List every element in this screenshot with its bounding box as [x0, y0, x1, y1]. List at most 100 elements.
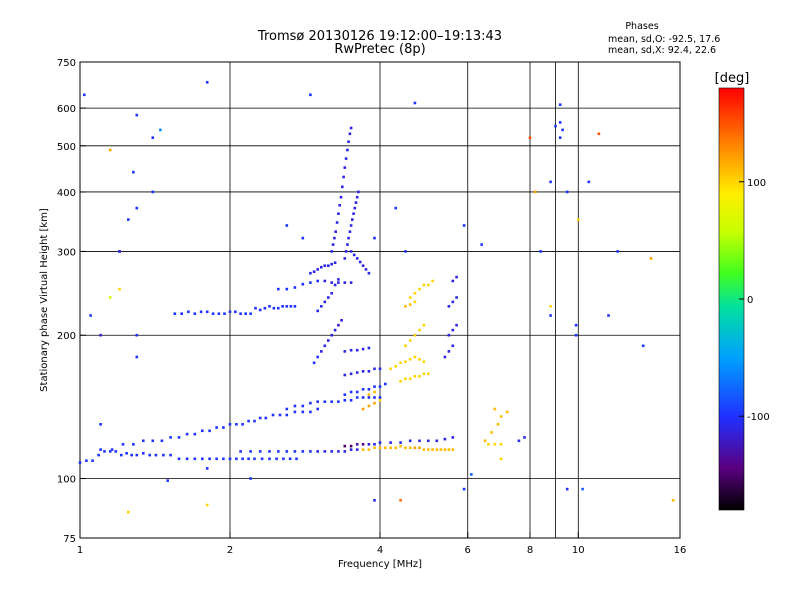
- data-point: [384, 382, 387, 386]
- data-point: [349, 399, 353, 402]
- data-point: [499, 443, 503, 446]
- x-tick-label: 6: [465, 545, 471, 556]
- x-tick-label: 8: [527, 545, 533, 556]
- data-point: [451, 344, 455, 348]
- data-point: [235, 457, 238, 461]
- y-tick-label: 200: [57, 331, 76, 342]
- data-point: [244, 312, 247, 315]
- data-point: [187, 310, 190, 314]
- data-point: [408, 446, 412, 450]
- data-point: [427, 439, 430, 443]
- data-point: [528, 136, 532, 139]
- data-point: [355, 348, 359, 352]
- data-point: [404, 250, 407, 253]
- data-point: [408, 296, 412, 299]
- data-point: [316, 355, 319, 359]
- data-point: [285, 407, 289, 411]
- data-point: [337, 212, 340, 215]
- data-point: [534, 190, 537, 194]
- colorbar-title: [deg]: [715, 71, 750, 86]
- data-point: [367, 396, 371, 399]
- y-tick-label: 75: [63, 534, 76, 545]
- data-point: [208, 429, 211, 433]
- data-point: [343, 350, 347, 353]
- data-point: [343, 444, 347, 448]
- data-point: [418, 287, 421, 291]
- data-point: [323, 400, 327, 403]
- data-point: [447, 350, 451, 353]
- data-point: [258, 450, 262, 453]
- data-point: [309, 271, 312, 275]
- data-point: [435, 448, 439, 451]
- data-point: [258, 308, 262, 312]
- data-point: [320, 305, 323, 308]
- x-tick-label: 1: [77, 545, 83, 556]
- data-point: [413, 101, 417, 105]
- data-point: [222, 426, 225, 429]
- data-point: [330, 333, 333, 337]
- data-point: [418, 358, 421, 361]
- y-tick-label: 500: [57, 142, 76, 153]
- data-point: [333, 328, 337, 332]
- data-point: [333, 283, 337, 287]
- data-point: [351, 218, 354, 221]
- data-point: [293, 305, 297, 308]
- data-point: [373, 401, 376, 405]
- data-point: [399, 380, 402, 383]
- colorbar-tick-label: -100: [747, 412, 770, 423]
- data-point: [323, 264, 327, 267]
- data-point: [367, 448, 371, 451]
- data-point: [361, 443, 365, 446]
- data-point: [99, 448, 102, 451]
- data-point: [208, 457, 211, 461]
- data-point: [177, 436, 181, 439]
- data-point: [418, 446, 421, 450]
- data-point: [293, 410, 297, 414]
- data-point: [151, 190, 155, 194]
- data-point: [347, 236, 350, 240]
- colorbar-tick-label: 0: [747, 295, 753, 306]
- data-point: [330, 292, 333, 295]
- data-point: [558, 121, 562, 124]
- data-point: [89, 314, 92, 317]
- data-point: [121, 443, 125, 446]
- data-point: [607, 314, 610, 317]
- data-point: [285, 413, 289, 417]
- data-point: [285, 287, 289, 291]
- data-point: [241, 423, 244, 426]
- data-point: [234, 310, 237, 314]
- data-point: [125, 452, 128, 455]
- data-point: [239, 312, 242, 315]
- data-point: [282, 457, 285, 461]
- data-point: [413, 446, 417, 450]
- data-point: [254, 306, 257, 310]
- data-point: [404, 344, 407, 348]
- data-point: [367, 443, 371, 446]
- data-point: [99, 333, 102, 337]
- data-point: [180, 312, 183, 315]
- data-point: [355, 448, 359, 451]
- data-point: [277, 287, 280, 291]
- data-point: [337, 281, 340, 284]
- data-point: [558, 103, 562, 106]
- data-point: [173, 312, 177, 315]
- data-point: [201, 429, 204, 433]
- data-point: [160, 439, 164, 443]
- data-point: [249, 477, 252, 480]
- data-point: [355, 257, 359, 260]
- data-point: [413, 333, 417, 337]
- y-tick-label: 300: [57, 247, 76, 258]
- x-tick-label: 4: [377, 545, 383, 556]
- data-point: [340, 319, 343, 322]
- y-axis-ticks: 75 100 200 300 400 500 600 750: [57, 58, 86, 545]
- data-point: [288, 457, 292, 461]
- data-point: [408, 358, 412, 361]
- data-point: [278, 413, 282, 417]
- data-point: [431, 448, 434, 451]
- data-point: [249, 312, 252, 315]
- data-point: [352, 253, 356, 257]
- data-point: [127, 510, 130, 514]
- data-point: [455, 296, 458, 299]
- data-point: [339, 195, 343, 199]
- data-point: [330, 281, 333, 284]
